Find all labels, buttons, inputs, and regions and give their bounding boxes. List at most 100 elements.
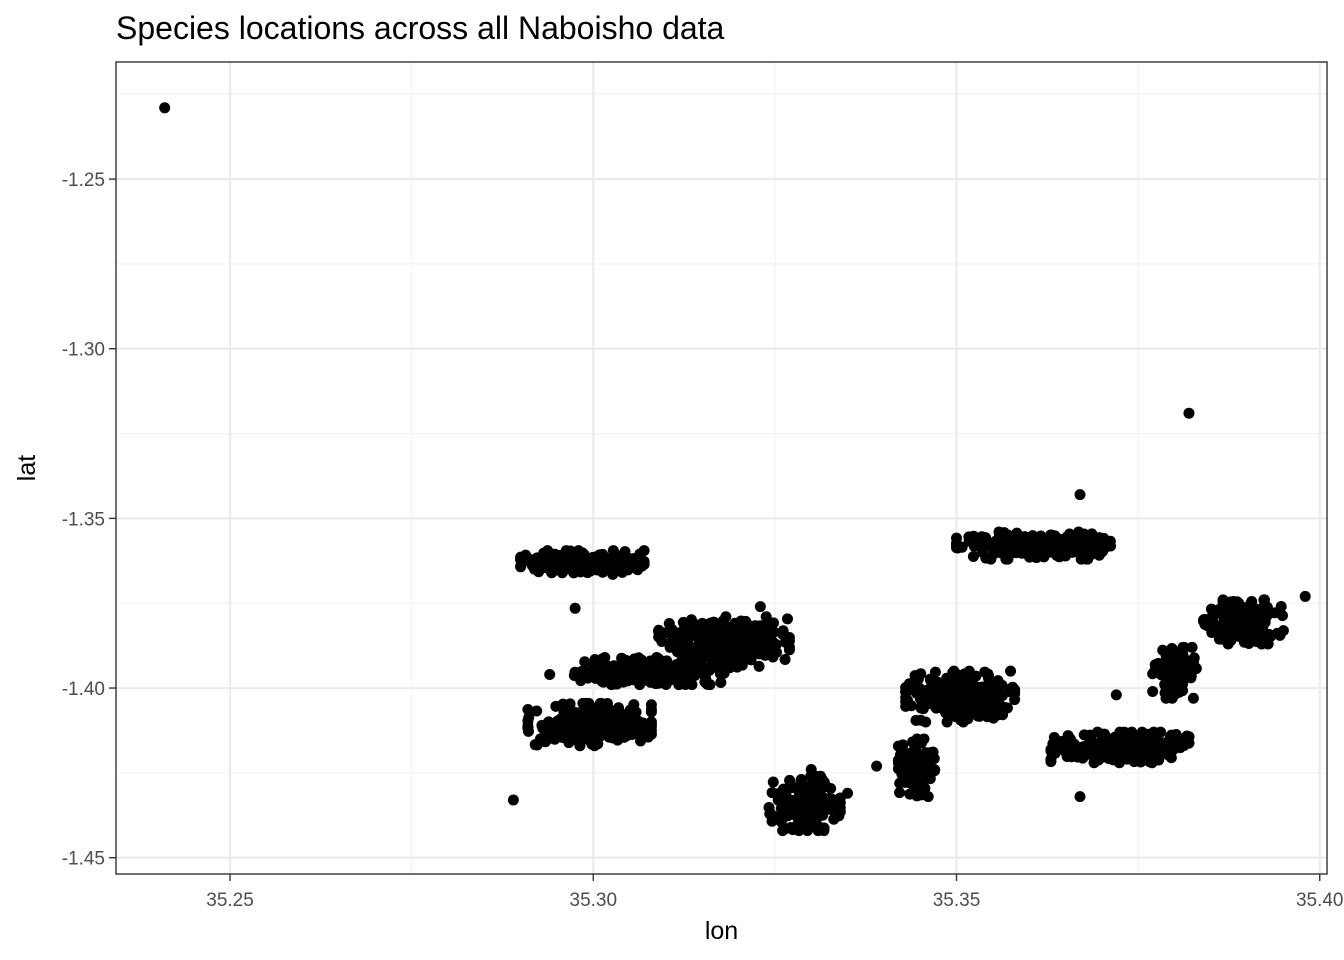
data-point: [1218, 612, 1230, 624]
data-point: [619, 546, 631, 558]
gridlines: [116, 62, 1327, 874]
data-point: [556, 567, 568, 579]
data-point: [709, 649, 721, 661]
data-point: [1054, 548, 1066, 560]
data-point: [653, 661, 665, 673]
data-point: [734, 623, 746, 635]
data-point: [750, 646, 762, 658]
data-point: [613, 702, 625, 714]
data-point: [765, 808, 777, 820]
data-point: [914, 682, 926, 694]
data-point: [905, 700, 917, 712]
data-point: [507, 794, 519, 806]
data-point: [1158, 657, 1170, 669]
data-point: [1277, 610, 1288, 622]
data-point: [731, 635, 743, 647]
data-point: [765, 619, 777, 631]
data-point: [1062, 730, 1074, 742]
data-point: [777, 797, 789, 809]
data-point: [608, 730, 620, 742]
data-point: [1262, 638, 1274, 650]
data-point: [1069, 535, 1081, 547]
data-point: [1142, 739, 1154, 751]
data-point: [1162, 672, 1174, 684]
data-point: [766, 787, 778, 799]
data-point: [1228, 614, 1240, 626]
data-point: [1252, 625, 1264, 637]
data-point: [966, 688, 978, 700]
data-point: [954, 706, 966, 718]
data-point: [897, 739, 909, 751]
data-point: [972, 705, 984, 717]
data-points: [159, 102, 1311, 837]
data-point: [536, 719, 548, 731]
data-point: [894, 787, 906, 799]
x-tick-label: 35.30: [570, 890, 618, 911]
data-point: [990, 705, 1002, 717]
data-point: [1275, 601, 1287, 613]
data-point: [892, 754, 904, 766]
data-point: [549, 722, 561, 734]
data-point: [715, 676, 727, 688]
data-point: [1110, 689, 1122, 701]
data-point: [911, 790, 923, 802]
data-point: [610, 676, 622, 688]
data-point: [613, 561, 625, 573]
data-point: [871, 760, 883, 772]
data-point: [941, 716, 953, 728]
data-point: [808, 785, 820, 797]
data-point: [569, 602, 581, 614]
data-point: [1224, 598, 1236, 610]
data-point: [1242, 617, 1254, 628]
data-point: [546, 567, 558, 579]
data-point: [904, 757, 916, 769]
data-point: [731, 661, 743, 673]
data-point: [598, 676, 610, 688]
y-tick-label: -1.35: [62, 509, 105, 530]
data-point: [791, 808, 803, 820]
data-point: [616, 652, 628, 664]
data-point: [573, 737, 585, 749]
data-point: [1008, 547, 1020, 559]
data-point: [934, 698, 946, 710]
data-point: [688, 654, 700, 666]
data-point: [653, 625, 665, 637]
data-point: [1044, 546, 1056, 558]
data-point: [579, 656, 591, 668]
data-point: [752, 625, 764, 637]
data-point: [651, 676, 663, 688]
data-point: [917, 703, 929, 715]
data-point: [587, 665, 599, 677]
data-point: [1103, 735, 1115, 747]
data-point: [1113, 757, 1125, 769]
data-point: [1104, 535, 1116, 547]
data-point: [747, 638, 759, 650]
data-point: [1243, 637, 1255, 649]
data-point: [1299, 590, 1311, 602]
data-point: [698, 668, 710, 680]
data-point: [1045, 753, 1057, 765]
data-point: [1187, 692, 1199, 704]
data-point: [624, 704, 636, 716]
data-point: [681, 647, 693, 659]
data-point: [1103, 753, 1115, 765]
data-point: [965, 677, 977, 689]
data-point: [992, 680, 1004, 692]
data-point: [617, 721, 629, 733]
data-point: [754, 601, 766, 613]
data-point: [529, 739, 541, 751]
data-point: [1074, 791, 1086, 803]
x-axis-title: lon: [705, 917, 738, 945]
y-axis: -1.25 -1.30 -1.35 -1.40 -1.45: [62, 170, 116, 870]
data-point: [780, 787, 792, 799]
data-point: [594, 697, 606, 709]
data-point: [1222, 638, 1234, 650]
data-point: [1166, 692, 1178, 704]
data-point: [1171, 651, 1183, 663]
data-point: [775, 816, 787, 828]
data-point: [834, 797, 846, 809]
data-point: [1030, 548, 1042, 560]
data-point: [596, 654, 608, 666]
data-point: [712, 619, 724, 631]
data-point: [814, 799, 826, 811]
